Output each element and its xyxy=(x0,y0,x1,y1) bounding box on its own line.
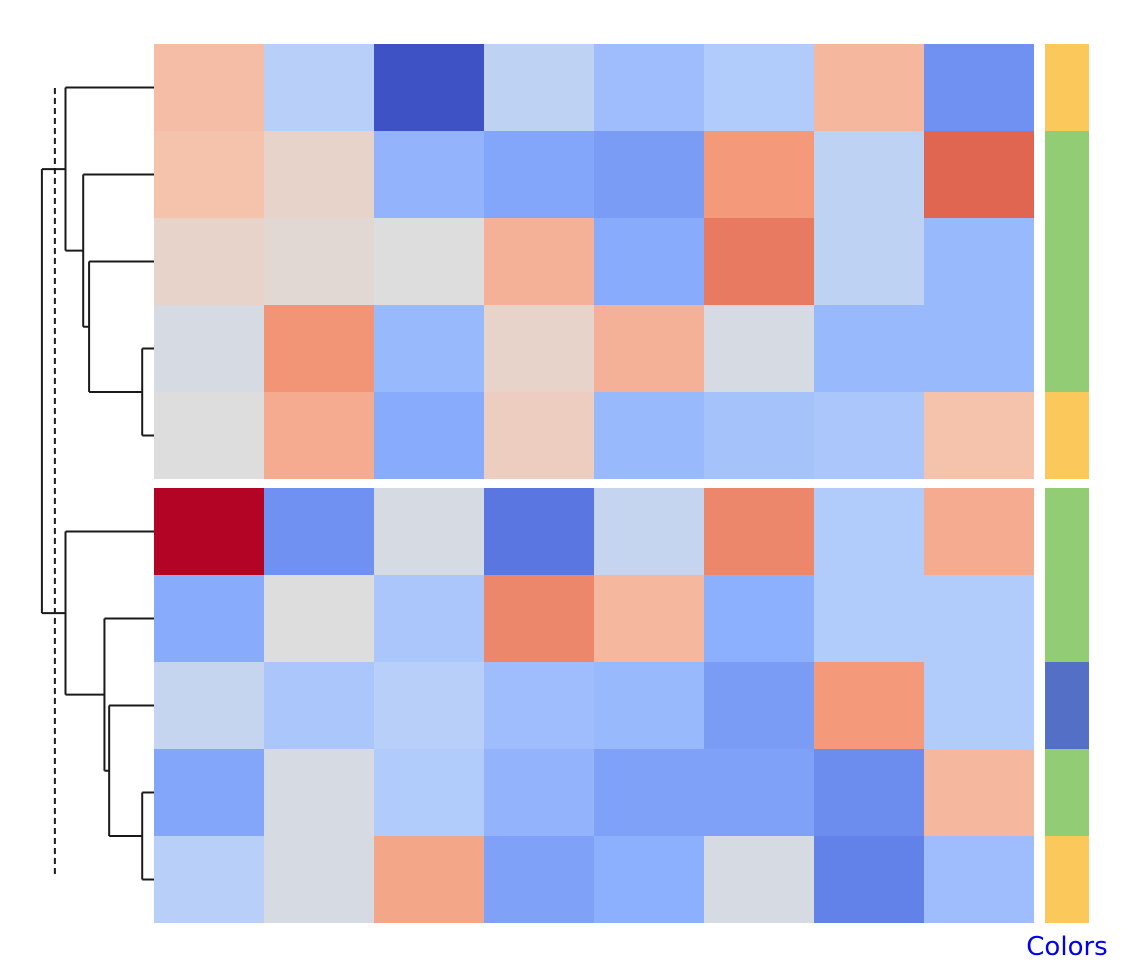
heatmap-cell-r9-c5 xyxy=(704,836,814,923)
heatmap-cell-r1-c2 xyxy=(374,131,484,218)
row-color-cell-1 xyxy=(1045,131,1089,218)
heatmap-cell-r9-c3 xyxy=(484,836,594,923)
heatmap-cell-r2-c3 xyxy=(484,218,594,305)
heatmap-cell-r2-c4 xyxy=(594,218,704,305)
heatmap-cell-r4-c1 xyxy=(264,392,374,479)
row-color-cell-0 xyxy=(1045,44,1089,131)
heatmap-cell-r7-c2 xyxy=(374,662,484,749)
heatmap-cell-r5-c0 xyxy=(154,488,264,575)
heatmap-cell-r9-c6 xyxy=(814,836,924,923)
heatmap-cell-r0-c5 xyxy=(704,44,814,131)
heatmap-cell-r3-c5 xyxy=(704,305,814,392)
heatmap-cell-r9-c7 xyxy=(924,836,1034,923)
heatmap-cell-r2-c5 xyxy=(704,218,814,305)
heatmap-cell-r8-c1 xyxy=(264,749,374,836)
heatmap-cell-r4-c4 xyxy=(594,392,704,479)
row-color-strip xyxy=(1045,44,1089,923)
row-color-cell-3 xyxy=(1045,305,1089,392)
heatmap-cell-r3-c7 xyxy=(924,305,1034,392)
heatmap-cell-r5-c6 xyxy=(814,488,924,575)
heatmap-cell-r8-c7 xyxy=(924,749,1034,836)
heatmap-cell-r1-c3 xyxy=(484,131,594,218)
heatmap-cell-r5-c3 xyxy=(484,488,594,575)
heatmap-cell-r4-c7 xyxy=(924,392,1034,479)
heatmap-cell-r9-c1 xyxy=(264,836,374,923)
heatmap-cell-r0-c1 xyxy=(264,44,374,131)
heatmap-cell-r6-c4 xyxy=(594,575,704,662)
heatmap-cells xyxy=(154,44,1034,923)
heatmap-cell-r4-c3 xyxy=(484,392,594,479)
heatmap-cell-r9-c2 xyxy=(374,836,484,923)
heatmap-cell-r5-c4 xyxy=(594,488,704,575)
heatmap-cell-r1-c0 xyxy=(154,131,264,218)
row-color-cell-9 xyxy=(1045,836,1089,923)
heatmap-cell-r9-c4 xyxy=(594,836,704,923)
heatmap-cell-r2-c2 xyxy=(374,218,484,305)
heatmap-cell-r7-c6 xyxy=(814,662,924,749)
row-colors-label: Colors xyxy=(1026,932,1107,962)
heatmap-cell-r4-c5 xyxy=(704,392,814,479)
heatmap-cell-r7-c5 xyxy=(704,662,814,749)
row-color-cell-7 xyxy=(1045,662,1089,749)
row-color-cell-4 xyxy=(1045,392,1089,479)
row-color-cell-5 xyxy=(1045,488,1089,575)
heatmap-cell-r4-c6 xyxy=(814,392,924,479)
heatmap-cell-r6-c0 xyxy=(154,575,264,662)
heatmap-cell-r8-c5 xyxy=(704,749,814,836)
heatmap-cell-r2-c7 xyxy=(924,218,1034,305)
heatmap-cell-r7-c0 xyxy=(154,662,264,749)
heatmap-cell-r9-c0 xyxy=(154,836,264,923)
heatmap-cell-r6-c1 xyxy=(264,575,374,662)
heatmap-cell-r8-c2 xyxy=(374,749,484,836)
row-color-cell-6 xyxy=(1045,575,1089,662)
heatmap-cell-r3-c4 xyxy=(594,305,704,392)
heatmap-cell-r2-c0 xyxy=(154,218,264,305)
heatmap-cell-r4-c0 xyxy=(154,392,264,479)
heatmap-cell-r3-c2 xyxy=(374,305,484,392)
heatmap-cell-r1-c7 xyxy=(924,131,1034,218)
heatmap-cell-r1-c5 xyxy=(704,131,814,218)
heatmap-cell-r3-c0 xyxy=(154,305,264,392)
heatmap-cell-r3-c1 xyxy=(264,305,374,392)
heatmap-cell-r1-c1 xyxy=(264,131,374,218)
heatmap-cell-r0-c0 xyxy=(154,44,264,131)
heatmap-cell-r6-c2 xyxy=(374,575,484,662)
heatmap-cell-r6-c6 xyxy=(814,575,924,662)
heatmap-cell-r0-c2 xyxy=(374,44,484,131)
heatmap-cell-r4-c2 xyxy=(374,392,484,479)
row-dendrogram xyxy=(40,86,154,881)
row-color-cell-8 xyxy=(1045,749,1089,836)
heatmap-cell-r2-c6 xyxy=(814,218,924,305)
heatmap-cell-r0-c3 xyxy=(484,44,594,131)
heatmap-cell-r5-c1 xyxy=(264,488,374,575)
heatmap-cell-r8-c6 xyxy=(814,749,924,836)
heatmap-cell-r3-c6 xyxy=(814,305,924,392)
heatmap-cell-r8-c4 xyxy=(594,749,704,836)
heatmap-cell-r5-c5 xyxy=(704,488,814,575)
heatmap-cell-r2-c1 xyxy=(264,218,374,305)
heatmap-cell-r5-c7 xyxy=(924,488,1034,575)
row-color-cell-2 xyxy=(1045,218,1089,305)
heatmap-cell-r1-c4 xyxy=(594,131,704,218)
heatmap-cell-r7-c1 xyxy=(264,662,374,749)
heatmap-cell-r0-c7 xyxy=(924,44,1034,131)
heatmap-cell-r0-c4 xyxy=(594,44,704,131)
heatmap-cell-r3-c3 xyxy=(484,305,594,392)
heatmap-cell-r6-c3 xyxy=(484,575,594,662)
heatmap-cell-r7-c7 xyxy=(924,662,1034,749)
heatmap-cell-r6-c5 xyxy=(704,575,814,662)
heatmap-cell-r7-c4 xyxy=(594,662,704,749)
heatmap-cell-r8-c3 xyxy=(484,749,594,836)
heatmap-cell-r7-c3 xyxy=(484,662,594,749)
heatmap-cell-r1-c6 xyxy=(814,131,924,218)
heatmap-cell-r6-c7 xyxy=(924,575,1034,662)
heatmap-cell-r0-c6 xyxy=(814,44,924,131)
heatmap-cell-r8-c0 xyxy=(154,749,264,836)
heatmap-cell-r5-c2 xyxy=(374,488,484,575)
